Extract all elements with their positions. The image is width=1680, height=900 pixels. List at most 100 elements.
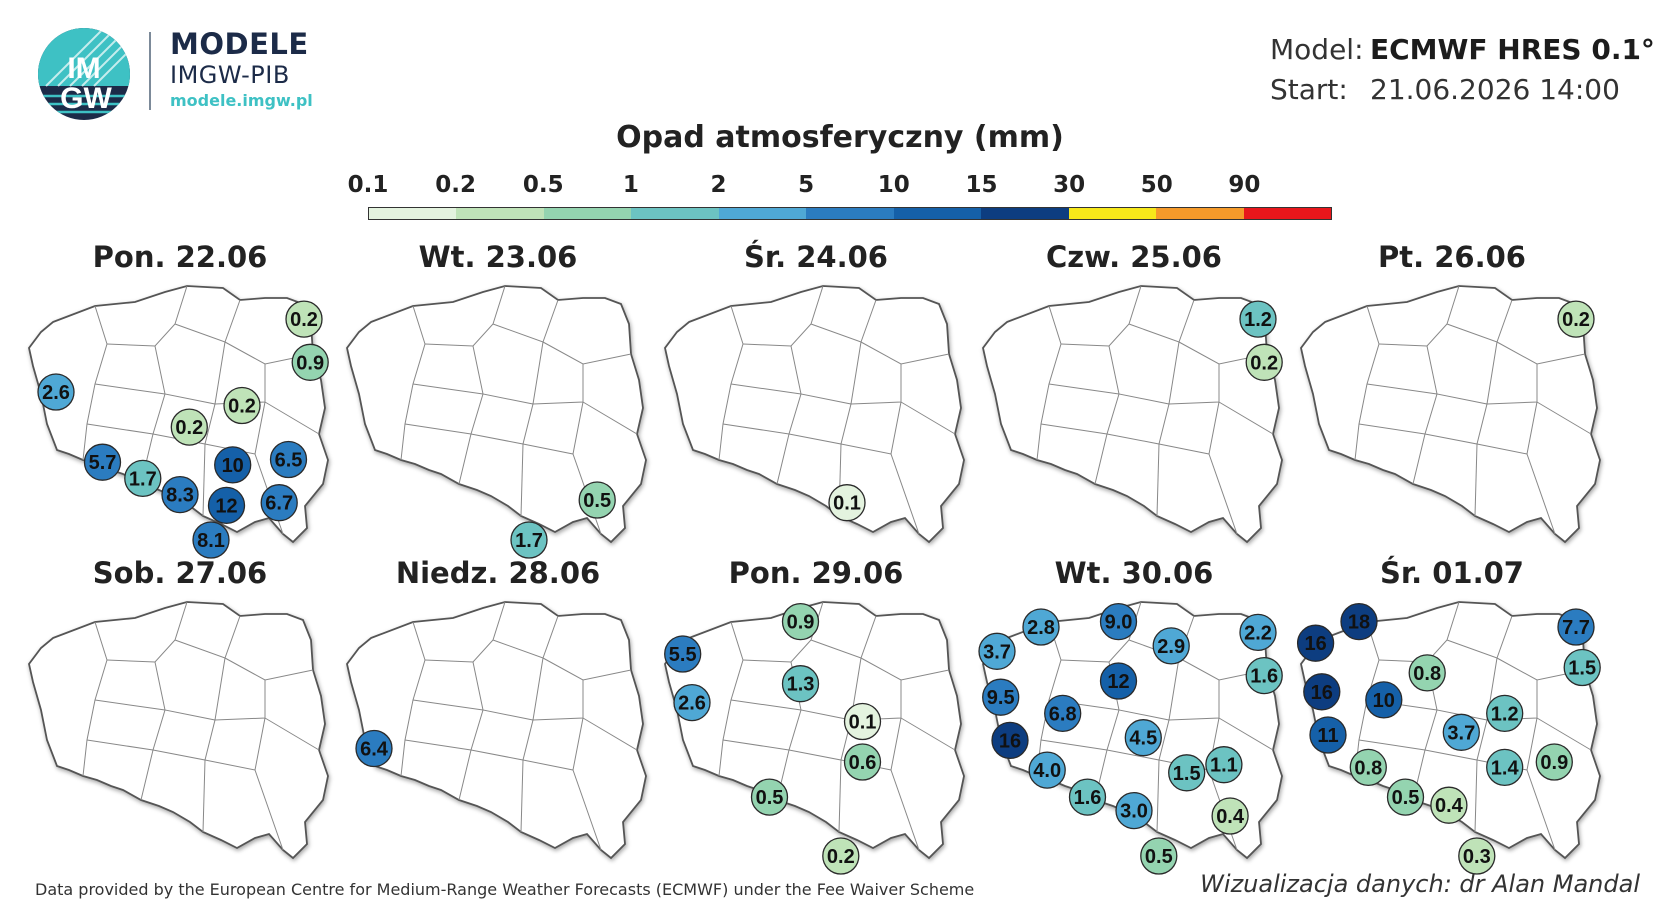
precip-marker[interactable]: 1.7 bbox=[510, 521, 548, 559]
logo-url-link[interactable]: modele.imgw.pl bbox=[170, 91, 313, 110]
precip-marker[interactable]: 1.2 bbox=[1239, 300, 1277, 338]
precip-marker[interactable]: 1.6 bbox=[1068, 778, 1107, 816]
legend-tick: 10 bbox=[877, 172, 910, 198]
precip-marker[interactable]: 3.0 bbox=[1115, 791, 1153, 830]
precip-marker[interactable]: 0.5 bbox=[750, 778, 789, 816]
precip-marker[interactable]: 10 bbox=[1365, 681, 1403, 719]
precip-marker[interactable]: 2.2 bbox=[1239, 613, 1277, 652]
poland-map: 6.4 bbox=[346, 601, 647, 860]
precip-marker-circle bbox=[664, 635, 702, 673]
precip-marker-label: 2.6 bbox=[678, 693, 706, 715]
precip-marker[interactable]: 6.8 bbox=[1044, 694, 1082, 733]
precip-marker[interactable]: 0.9 bbox=[781, 602, 820, 641]
precip-marker[interactable]: 18 bbox=[1340, 602, 1378, 641]
precip-marker-label: 16 bbox=[1311, 682, 1333, 704]
precip-marker[interactable]: 0.8 bbox=[1408, 654, 1446, 692]
region-border bbox=[1474, 443, 1478, 517]
panel-date-title: Pon. 29.06 bbox=[728, 556, 904, 590]
precip-marker[interactable]: 16 bbox=[1296, 624, 1335, 662]
precip-marker[interactable]: 1.7 bbox=[124, 459, 162, 498]
precip-marker[interactable]: 9.0 bbox=[1099, 602, 1138, 641]
precip-marker[interactable]: 1.2 bbox=[1486, 694, 1524, 733]
precip-marker[interactable]: 0.8 bbox=[1349, 748, 1387, 787]
region-border bbox=[1040, 739, 1108, 751]
region-border bbox=[838, 759, 842, 833]
precip-marker[interactable]: 2.9 bbox=[1152, 627, 1190, 665]
precip-marker[interactable]: 0.2 bbox=[223, 386, 261, 425]
precip-marker[interactable]: 1.6 bbox=[1245, 656, 1283, 695]
precip-marker[interactable]: 10 bbox=[214, 446, 252, 484]
precip-marker[interactable]: 6.4 bbox=[355, 729, 393, 768]
precip-marker-circle bbox=[1099, 662, 1138, 700]
visualization-credit: Wizualizacja danych: dr Alan Mandal bbox=[1200, 870, 1640, 898]
precip-marker[interactable]: 0.4 bbox=[1430, 786, 1468, 824]
precip-marker[interactable]: 0.2 bbox=[1557, 300, 1595, 338]
precip-marker[interactable]: 3.7 bbox=[1442, 713, 1480, 751]
precip-marker[interactable]: 12 bbox=[1099, 662, 1138, 700]
precip-marker[interactable]: 0.5 bbox=[1386, 778, 1425, 816]
precip-marker[interactable]: 9.5 bbox=[982, 678, 1020, 716]
precip-marker[interactable]: 1.5 bbox=[1563, 648, 1601, 687]
map-panel: Pon. 22.06 0.2 0.9 2.6 0.2 0.2 6.5 5.7 10 1.7 8.3 1… bbox=[25, 240, 335, 560]
precip-marker[interactable]: 0.2 bbox=[822, 837, 860, 875]
precip-marker-label: 16 bbox=[999, 730, 1021, 752]
region-border bbox=[742, 285, 824, 347]
precip-marker-circle bbox=[1458, 837, 1496, 875]
legend-color-segment bbox=[981, 208, 1069, 219]
precip-marker-circle bbox=[1486, 694, 1524, 733]
precip-marker[interactable]: 0.1 bbox=[843, 702, 882, 741]
region-border bbox=[1048, 383, 1120, 395]
precip-marker[interactable]: 6.7 bbox=[260, 484, 298, 522]
precip-marker[interactable]: 0.5 bbox=[1140, 837, 1178, 875]
precip-marker[interactable]: 4.0 bbox=[1028, 751, 1066, 789]
region-border bbox=[94, 383, 166, 395]
region-border bbox=[1358, 423, 1426, 435]
precip-marker[interactable]: 0.4 bbox=[1211, 797, 1249, 835]
region-border bbox=[1040, 423, 1108, 435]
precip-marker[interactable]: 2.6 bbox=[673, 683, 711, 722]
legend-color-bar bbox=[368, 207, 1332, 220]
region-border bbox=[424, 601, 506, 663]
precip-marker-label: 3.7 bbox=[1447, 722, 1475, 744]
region-border bbox=[154, 341, 226, 405]
poland-map: 0.5 1.7 bbox=[346, 285, 647, 559]
precip-marker[interactable]: 0.9 bbox=[1535, 743, 1573, 781]
precip-marker-circle bbox=[269, 440, 308, 479]
precip-marker[interactable]: 0.2 bbox=[285, 300, 323, 338]
precip-marker[interactable]: 6.5 bbox=[269, 440, 308, 479]
region-border bbox=[1358, 739, 1426, 751]
precip-marker[interactable]: 1.1 bbox=[1205, 746, 1243, 784]
precip-marker[interactable]: 0.9 bbox=[291, 343, 329, 381]
precip-marker[interactable]: 0.1 bbox=[828, 484, 866, 522]
precip-marker[interactable]: 7.7 bbox=[1557, 608, 1595, 646]
precip-marker[interactable]: 1.3 bbox=[781, 665, 820, 703]
legend-title: Opad atmosferyczny (mm) bbox=[616, 120, 1064, 155]
precip-marker[interactable]: 4.5 bbox=[1124, 719, 1162, 757]
precip-marker[interactable]: 12 bbox=[207, 486, 246, 525]
precip-marker[interactable]: 0.6 bbox=[843, 743, 882, 781]
precip-marker[interactable]: 3.7 bbox=[978, 632, 1016, 670]
precip-marker[interactable]: 1.5 bbox=[1168, 754, 1206, 792]
precip-marker[interactable]: 0.2 bbox=[1245, 343, 1283, 381]
precip-marker[interactable]: 16 bbox=[1303, 673, 1341, 711]
precip-marker[interactable]: 8.3 bbox=[161, 475, 199, 514]
precip-marker[interactable]: 2.8 bbox=[1022, 608, 1060, 646]
precip-marker-label: 10 bbox=[222, 455, 244, 477]
precip-marker[interactable]: 1.4 bbox=[1486, 748, 1524, 787]
precip-marker-label: 0.2 bbox=[290, 309, 318, 331]
precip-marker[interactable]: 5.7 bbox=[83, 443, 122, 481]
precip-marker[interactable]: 0.2 bbox=[170, 408, 208, 446]
precip-marker[interactable]: 0.3 bbox=[1458, 837, 1496, 875]
precip-marker[interactable]: 2.6 bbox=[37, 373, 75, 411]
precip-marker[interactable]: 5.5 bbox=[664, 635, 702, 673]
country-outline bbox=[346, 601, 647, 860]
precip-marker[interactable]: 11 bbox=[1309, 716, 1347, 754]
poland-map bbox=[28, 601, 329, 860]
precip-marker[interactable]: 8.1 bbox=[192, 521, 230, 559]
precip-marker-label: 12 bbox=[1107, 671, 1129, 693]
precip-marker[interactable]: 16 bbox=[991, 721, 1029, 760]
region-border bbox=[154, 657, 226, 721]
precip-marker-label: 2.6 bbox=[42, 382, 70, 404]
panel-date-title: Wt. 30.06 bbox=[1054, 556, 1214, 590]
precip-marker[interactable]: 0.5 bbox=[578, 481, 616, 519]
